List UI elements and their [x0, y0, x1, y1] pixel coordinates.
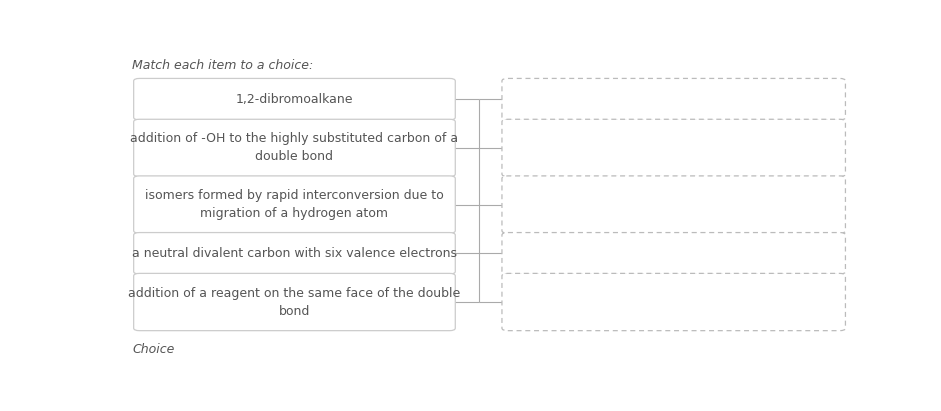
- FancyBboxPatch shape: [134, 79, 455, 120]
- FancyBboxPatch shape: [502, 176, 845, 233]
- FancyBboxPatch shape: [134, 273, 455, 331]
- FancyBboxPatch shape: [502, 79, 845, 120]
- FancyBboxPatch shape: [134, 233, 455, 274]
- FancyBboxPatch shape: [134, 119, 455, 177]
- FancyBboxPatch shape: [502, 273, 845, 331]
- Text: Match each item to a choice:: Match each item to a choice:: [132, 59, 313, 72]
- Text: addition of a reagent on the same face of the double
bond: addition of a reagent on the same face o…: [128, 286, 460, 318]
- Text: 1,2-dibromoalkane: 1,2-dibromoalkane: [236, 92, 353, 106]
- FancyBboxPatch shape: [134, 176, 455, 233]
- Text: a neutral divalent carbon with six valence electrons: a neutral divalent carbon with six valen…: [132, 247, 457, 260]
- Text: addition of -OH to the highly substituted carbon of a
double bond: addition of -OH to the highly substitute…: [131, 132, 458, 164]
- FancyBboxPatch shape: [502, 233, 845, 274]
- Text: isomers formed by rapid interconversion due to
migration of a hydrogen atom: isomers formed by rapid interconversion …: [145, 189, 444, 220]
- Text: Choice: Choice: [132, 343, 175, 356]
- FancyBboxPatch shape: [502, 119, 845, 177]
